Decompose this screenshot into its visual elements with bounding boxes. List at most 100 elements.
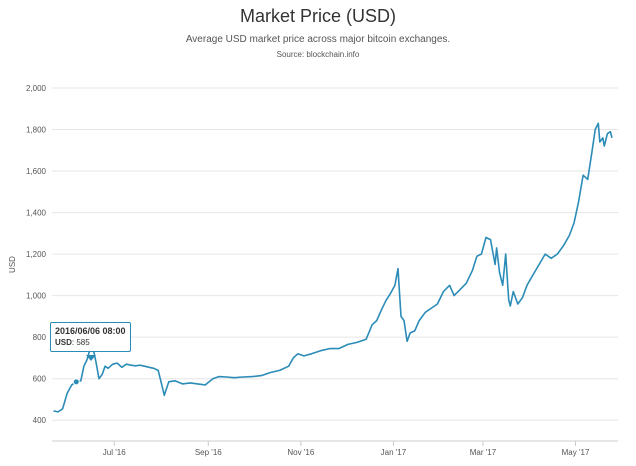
- data-point: [594, 128, 596, 130]
- data-point: [112, 363, 114, 365]
- price-tooltip: 2016/06/06 08:00 USD: 585: [50, 322, 131, 352]
- data-point: [406, 340, 408, 342]
- data-point: [480, 253, 482, 255]
- data-point: [597, 122, 599, 124]
- tooltip-value: 585: [76, 338, 90, 347]
- chart-title: Market Price (USD): [239, 6, 396, 26]
- data-point: [139, 364, 141, 366]
- data-point: [168, 381, 170, 383]
- grid-lines: [52, 87, 618, 421]
- data-point: [476, 255, 478, 257]
- data-point: [163, 394, 165, 396]
- data-point: [157, 369, 159, 371]
- data-point: [71, 384, 73, 386]
- data-point: [380, 309, 382, 311]
- data-point: [130, 364, 132, 366]
- data-point: [160, 382, 162, 384]
- data-point: [104, 365, 106, 367]
- data-point: [465, 282, 467, 284]
- data-point: [251, 375, 253, 377]
- data-point: [242, 376, 244, 378]
- x-tick-label: Nov '16: [287, 448, 314, 457]
- data-point: [310, 353, 312, 355]
- data-point: [134, 365, 136, 367]
- tooltip-series-label: USD: [55, 338, 72, 347]
- data-point: [494, 263, 496, 265]
- hover-point-marker: [72, 378, 80, 386]
- data-point: [66, 392, 68, 394]
- data-point: [424, 311, 426, 313]
- data-point: [498, 272, 500, 274]
- data-point: [143, 365, 145, 367]
- data-point: [430, 307, 432, 309]
- data-point: [80, 380, 82, 382]
- data-point: [485, 236, 487, 238]
- price-series-points: [52, 122, 613, 413]
- data-point: [606, 133, 608, 135]
- data-point: [389, 292, 391, 294]
- data-point: [347, 343, 349, 345]
- data-point: [303, 355, 305, 357]
- data-point: [459, 288, 461, 290]
- data-point: [489, 238, 491, 240]
- chart-source: Source: blockchain.info: [276, 50, 360, 59]
- data-point: [562, 245, 564, 247]
- y-axis-title: USD: [8, 256, 17, 273]
- x-tick-label: Jul '16: [103, 448, 126, 457]
- data-point: [225, 376, 227, 378]
- data-point: [556, 253, 558, 255]
- y-tick-label: 2,000: [26, 84, 47, 93]
- data-point: [121, 366, 123, 368]
- y-tick-label: 1,200: [26, 250, 47, 259]
- tooltip-date: 2016/06/06 08:00: [55, 326, 126, 336]
- x-tick-label: Sep '16: [195, 448, 222, 457]
- tooltip-arrow: [86, 355, 96, 361]
- data-point: [544, 253, 546, 255]
- data-point: [409, 332, 411, 334]
- price-series-line[interactable]: [53, 122, 613, 413]
- data-point: [148, 366, 150, 368]
- data-point: [61, 408, 63, 410]
- data-point: [603, 145, 605, 147]
- data-point: [371, 324, 373, 326]
- y-tick-label: 1,000: [26, 292, 47, 301]
- data-point: [414, 330, 416, 332]
- data-point: [218, 375, 220, 377]
- data-point: [587, 178, 589, 180]
- data-point: [153, 367, 155, 369]
- x-tick-label: Mar '17: [470, 448, 497, 457]
- data-point: [101, 373, 103, 375]
- y-axis-ticks: 2,000 1,800 1,600 1,400 1,200 1,000 800 600 400: [26, 84, 47, 425]
- data-point: [269, 371, 271, 373]
- data-point: [495, 247, 497, 249]
- data-point: [376, 319, 378, 321]
- data-point: [418, 319, 420, 321]
- data-point: [471, 270, 473, 272]
- data-point: [57, 411, 59, 413]
- data-point: [125, 363, 127, 365]
- data-point: [436, 303, 438, 305]
- data-point: [512, 290, 514, 292]
- data-point: [52, 410, 54, 412]
- data-point: [233, 377, 235, 379]
- y-tick-label: 800: [33, 333, 47, 342]
- data-point: [591, 149, 593, 151]
- y-tick-label: 400: [33, 416, 47, 425]
- data-point: [107, 367, 109, 369]
- data-point: [599, 141, 601, 143]
- data-point: [508, 299, 510, 301]
- data-point: [577, 201, 579, 203]
- data-point: [609, 130, 611, 132]
- data-point: [568, 234, 570, 236]
- data-point: [517, 303, 519, 305]
- data-point: [403, 319, 405, 321]
- chart-subtitle: Average USD market price across major bi…: [185, 34, 451, 45]
- data-point: [394, 284, 396, 286]
- x-tick-label: May '17: [562, 448, 590, 457]
- x-axis-ticks: Jul '16 Sep '16 Nov '16 Jan '17 Mar '17 May '…: [103, 441, 590, 457]
- data-point: [400, 315, 402, 317]
- tooltip-value-row: USD: 585: [55, 337, 126, 348]
- data-point: [197, 383, 199, 385]
- data-point: [582, 174, 584, 176]
